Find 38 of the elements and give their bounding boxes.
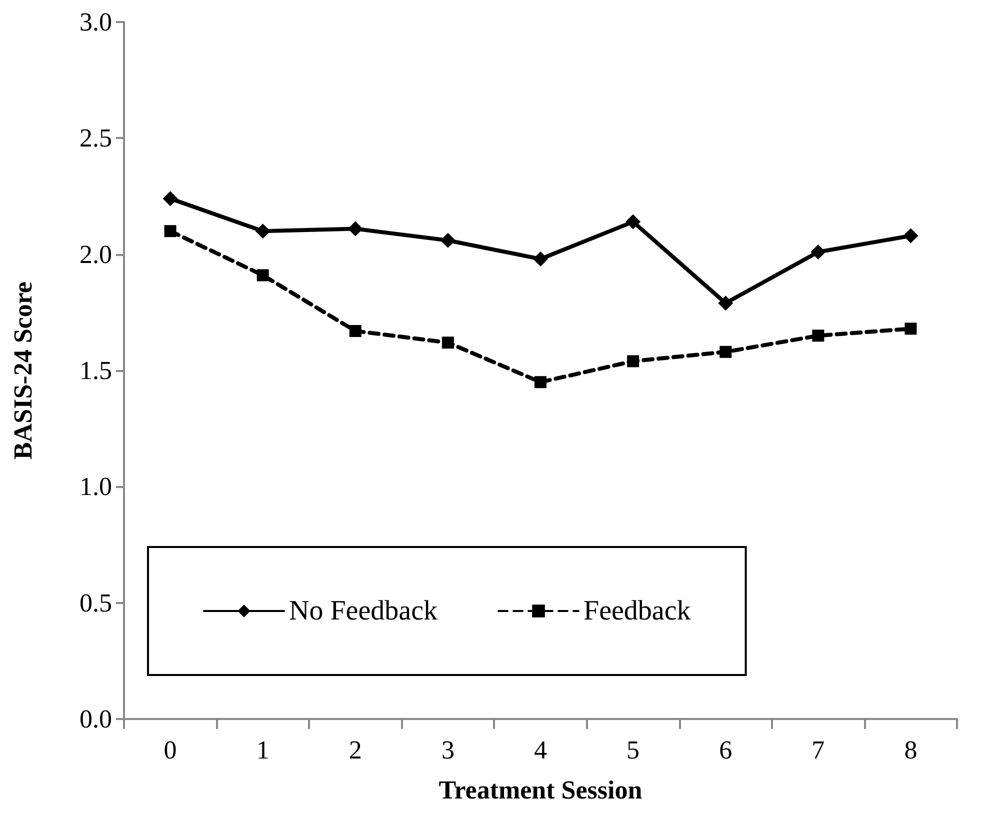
point	[904, 322, 917, 335]
y-tick-label: 1.0	[80, 472, 112, 502]
point	[810, 244, 826, 260]
point	[164, 225, 176, 238]
x-tick-label: 3	[441, 736, 454, 764]
y-tick-label: 1.5	[80, 356, 112, 385]
legend-label: No Feedback	[289, 596, 438, 626]
x-tick-label: 1	[256, 736, 270, 764]
y-tick-label: 0.5	[80, 588, 112, 618]
point	[349, 325, 362, 338]
point	[533, 251, 548, 266]
legend-label: Feedback	[584, 596, 691, 626]
point	[534, 376, 546, 388]
point	[440, 232, 456, 248]
point	[718, 296, 734, 311]
point	[627, 355, 640, 368]
point	[162, 191, 178, 206]
point	[903, 228, 918, 244]
x-tick-label: 2	[348, 736, 362, 764]
y-tick-label: 2.5	[80, 124, 112, 153]
x-tick-label: 5	[626, 736, 640, 764]
y-tick-label: 0.0	[80, 704, 112, 734]
y-tick-label: 3.0	[80, 8, 112, 36]
point	[255, 224, 270, 239]
x-tick-label: 4	[534, 736, 547, 764]
x-tick-label: 8	[904, 736, 918, 764]
x-axis-title: Treatment Session	[438, 776, 643, 804]
x-tick-label: 6	[719, 736, 732, 764]
point	[812, 330, 824, 342]
point	[720, 346, 732, 358]
point	[256, 269, 269, 282]
y-axis-title: BASIS-24 Score	[8, 282, 38, 460]
x-tick-label: 0	[164, 736, 177, 764]
y-tick-label: 2.0	[80, 240, 112, 269]
point	[348, 221, 363, 236]
x-tick-label: 7	[812, 736, 825, 764]
point	[626, 214, 641, 230]
point	[442, 336, 454, 349]
